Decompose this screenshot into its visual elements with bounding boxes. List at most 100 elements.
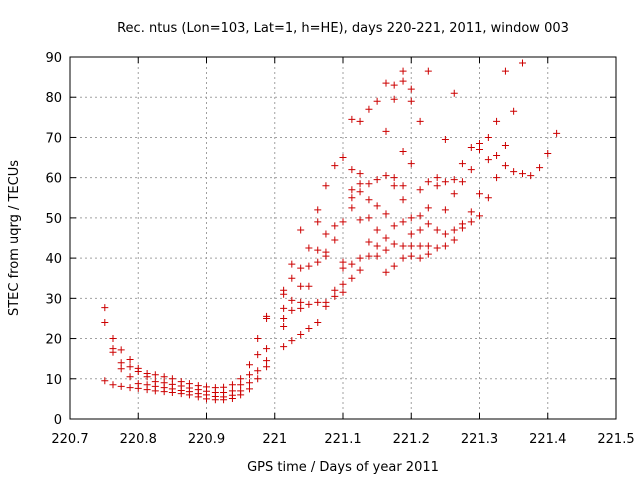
data-point (126, 355, 134, 363)
data-point (365, 180, 373, 188)
y-tick-label: 40 (45, 252, 62, 267)
data-point (305, 262, 313, 270)
data-point (314, 318, 322, 326)
data-point (433, 226, 441, 234)
data-point (382, 127, 390, 135)
data-point (126, 373, 134, 381)
data-point (356, 254, 364, 262)
data-point (280, 322, 288, 330)
data-point (151, 371, 159, 379)
data-point (467, 144, 475, 151)
x-axis-label: GPS time / Days of year 2011 (247, 460, 439, 475)
data-point (348, 166, 356, 174)
data-point (390, 95, 398, 103)
data-points (101, 59, 561, 404)
data-point (297, 282, 305, 290)
data-point (348, 204, 356, 212)
data-point (101, 377, 109, 385)
data-point (365, 214, 373, 222)
data-point (450, 226, 458, 234)
data-point (450, 89, 458, 97)
y-tick-label: 90 (45, 51, 62, 66)
data-point (322, 230, 330, 238)
data-point (416, 254, 424, 262)
data-point (143, 373, 151, 381)
data-point (194, 393, 202, 401)
data-point (493, 174, 501, 182)
data-point (228, 381, 236, 389)
data-point (450, 190, 458, 198)
data-point (322, 302, 330, 310)
data-point (467, 166, 475, 174)
y-axis-label: STEC from uqrg / TECUs (7, 160, 22, 316)
x-tick-label: 221 (262, 432, 287, 447)
data-point (365, 252, 373, 260)
data-point (424, 178, 432, 186)
data-point (254, 375, 262, 383)
data-point (424, 250, 432, 258)
data-point (510, 168, 518, 176)
data-point (441, 135, 449, 143)
data-point (348, 186, 356, 194)
axis-ticks: 220.7 220.8 220.9 221 221.1 221.2 221.3 221.4 22… (45, 51, 634, 447)
data-point (109, 348, 117, 356)
data-point (339, 218, 347, 226)
data-point (424, 242, 432, 250)
data-point (126, 363, 134, 371)
data-point (339, 280, 347, 288)
data-point (390, 174, 398, 182)
data-point (441, 178, 449, 186)
data-point (356, 180, 364, 188)
data-point (297, 298, 305, 306)
data-point (458, 224, 466, 232)
data-point (441, 242, 449, 250)
data-point (348, 194, 356, 202)
data-point (373, 176, 381, 184)
data-point (314, 246, 322, 254)
data-point (245, 371, 253, 379)
data-point (373, 202, 381, 210)
data-point (399, 67, 407, 75)
data-point (433, 182, 441, 190)
data-point (356, 266, 364, 274)
data-point (390, 222, 398, 230)
data-point (382, 234, 390, 242)
data-point (484, 156, 492, 164)
data-point (476, 139, 483, 147)
data-point (126, 384, 134, 392)
data-point (399, 254, 407, 262)
data-point (382, 172, 390, 180)
data-point (484, 133, 492, 141)
data-point (254, 335, 262, 343)
data-point (134, 384, 142, 392)
data-point (424, 204, 432, 212)
data-point (510, 107, 518, 115)
data-point (331, 162, 339, 170)
y-tick-label: 30 (45, 292, 62, 307)
data-point (407, 85, 415, 93)
data-point (297, 331, 305, 339)
data-point (441, 206, 449, 214)
data-point (288, 296, 296, 304)
data-point (501, 141, 509, 149)
data-point (280, 304, 288, 312)
data-point (399, 196, 407, 204)
data-point (314, 298, 322, 306)
data-point (416, 117, 424, 125)
x-tick-label: 221.1 (324, 432, 361, 447)
data-point (348, 260, 356, 268)
data-point (527, 172, 535, 180)
data-point (356, 188, 364, 196)
data-point (365, 238, 373, 246)
data-point (101, 318, 109, 326)
x-tick-label: 221.2 (393, 432, 430, 447)
data-point (339, 154, 347, 162)
x-tick-label: 221.4 (529, 432, 566, 447)
data-point (339, 288, 347, 296)
data-point (339, 264, 347, 272)
data-point (356, 117, 364, 125)
data-point (399, 148, 407, 156)
data-point (305, 244, 313, 252)
data-point (390, 262, 398, 270)
data-point (382, 246, 390, 254)
